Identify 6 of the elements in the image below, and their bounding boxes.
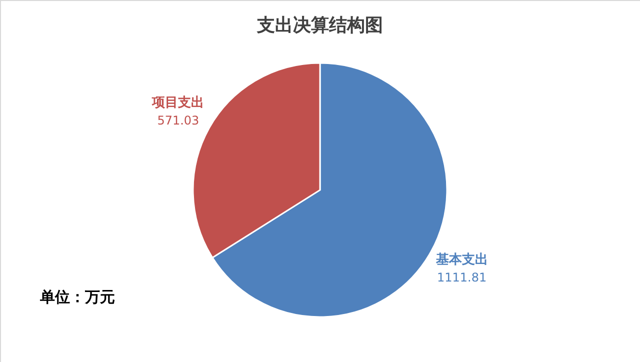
text: 单位：万元: [39, 288, 115, 306]
slice-label: 项目支出: [151, 96, 204, 111]
data-label: 571.03: [157, 114, 200, 128]
chart-title: 支出决算结构图: [256, 15, 383, 36]
slice-label: 基本支出: [434, 252, 488, 268]
data-label: 1111.81: [436, 270, 487, 284]
